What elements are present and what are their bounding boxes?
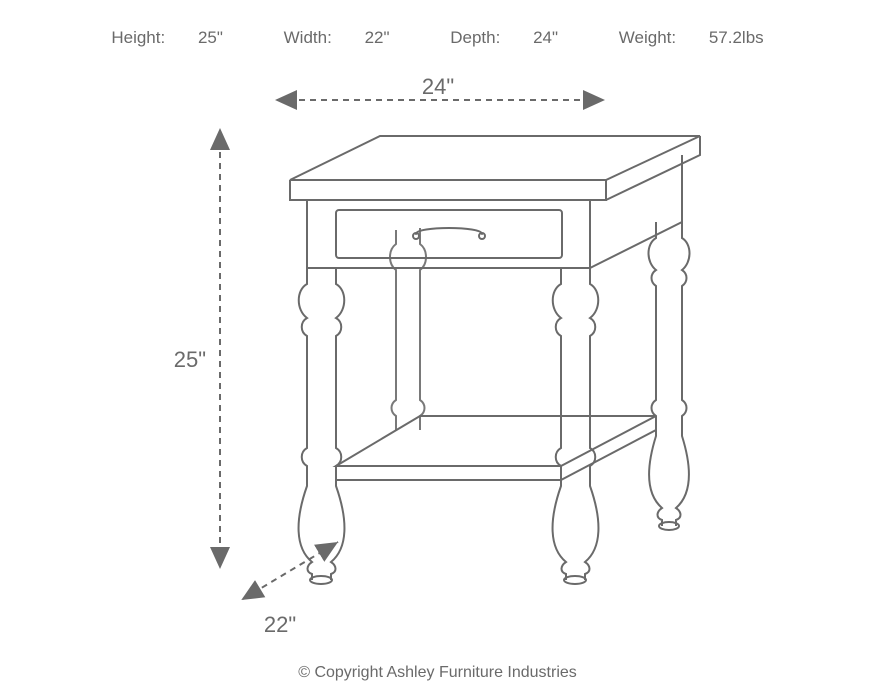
diagram-svg: 24" 25" 22" [0,0,875,700]
table-drawing [290,136,700,584]
width-label: 22" [264,612,296,637]
depth-label: 24" [422,74,454,99]
width-arrow [243,542,338,599]
height-label: 25" [174,347,206,372]
copyright: © Copyright Ashley Furniture Industries [0,664,875,682]
dimension-lines [220,100,605,599]
